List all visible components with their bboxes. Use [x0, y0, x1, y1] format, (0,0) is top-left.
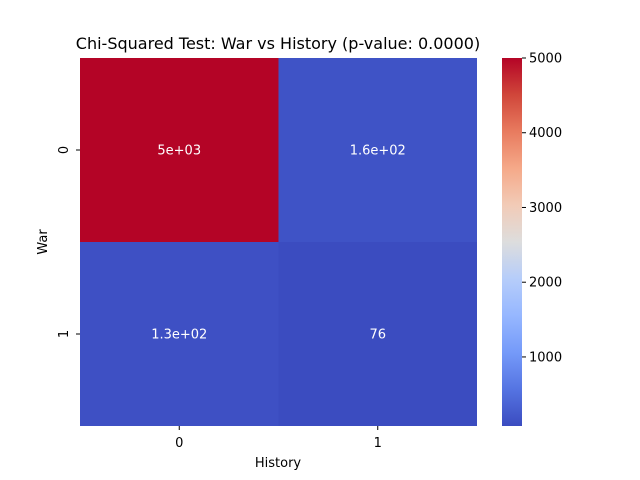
x-tick-label: 0	[175, 436, 183, 451]
y-tick-label: 0	[57, 146, 72, 154]
colorbar-tick-label: 5000	[529, 52, 562, 67]
cell-value-label: 5e+03	[157, 144, 201, 159]
colorbar	[502, 58, 522, 426]
colorbar-tick-label: 1000	[529, 350, 562, 365]
colorbar-tick-label: 4000	[529, 126, 562, 141]
cell-value-label: 76	[369, 328, 386, 343]
y-tick-label: 1	[57, 330, 72, 338]
cell-value-label: 1.6e+02	[350, 144, 406, 159]
colorbar-tick-label: 2000	[529, 276, 562, 291]
colorbar-tick-label: 3000	[529, 201, 562, 216]
y-axis-label: War	[36, 229, 51, 255]
x-tick-label: 1	[374, 436, 382, 451]
heatmap-cell	[80, 242, 279, 426]
heatmap-cell	[278, 58, 477, 242]
x-axis-label: History	[255, 456, 302, 471]
heatmap-cell	[278, 242, 477, 426]
heatmap-cell	[80, 58, 279, 242]
cell-value-label: 1.3e+02	[151, 328, 207, 343]
chart-title: Chi-Squared Test: War vs History (p-valu…	[76, 34, 480, 53]
